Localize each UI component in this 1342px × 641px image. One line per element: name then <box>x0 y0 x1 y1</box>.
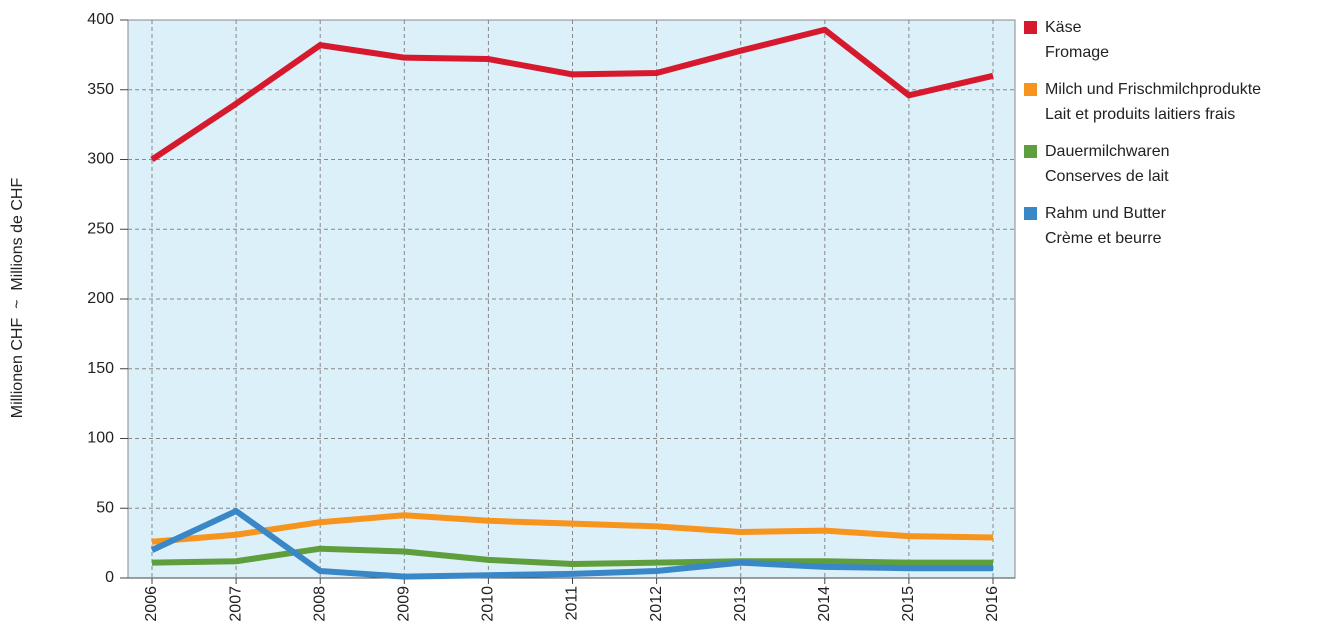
y-tick-label: 0 <box>105 569 114 586</box>
series-line <box>151 512 994 545</box>
y-axis-label: Millionen CHF ~ Millions de CHF <box>9 178 26 419</box>
y-tick-label: 150 <box>87 360 114 377</box>
legend-label: Käse <box>1045 19 1082 36</box>
x-tick-label: 2007 <box>227 586 244 622</box>
x-tick-label: 2015 <box>900 586 917 622</box>
x-tick-label: 2009 <box>396 586 413 622</box>
y-tick-label: 100 <box>87 430 114 447</box>
x-tick-label: 2010 <box>480 586 497 622</box>
legend-swatch <box>1024 83 1037 96</box>
legend-label: Crème et beurre <box>1045 230 1162 247</box>
legend-swatch <box>1024 145 1037 158</box>
y-tick-label: 250 <box>87 220 114 237</box>
x-tick-label: 2011 <box>564 586 581 621</box>
legend-label: Rahm und Butter <box>1045 205 1167 222</box>
x-tick-label: 2012 <box>648 586 665 622</box>
y-tick-label: 400 <box>87 11 114 28</box>
legend-swatch <box>1024 207 1037 220</box>
y-tick-label: 350 <box>87 81 114 98</box>
y-tick-label: 50 <box>96 499 114 516</box>
x-tick-label: 2013 <box>732 586 749 622</box>
x-tick-label: 2014 <box>816 586 833 622</box>
x-tick-label: 2008 <box>311 586 328 622</box>
series-line <box>150 26 994 162</box>
legend-label: Dauermilchwaren <box>1045 143 1170 160</box>
y-tick-label: 200 <box>87 290 114 307</box>
legend-label: Conserves de lait <box>1045 168 1169 185</box>
y-tick-label: 300 <box>87 151 114 168</box>
legend-label: Milch und Frischmilchprodukte <box>1045 81 1261 98</box>
legend-swatch <box>1024 21 1037 34</box>
legend-label: Lait et produits laitiers frais <box>1045 106 1235 123</box>
series-line <box>150 508 993 580</box>
x-tick-label: 2016 <box>984 586 1001 622</box>
legend-label: Fromage <box>1045 44 1109 61</box>
x-tick-label: 2006 <box>143 586 160 622</box>
